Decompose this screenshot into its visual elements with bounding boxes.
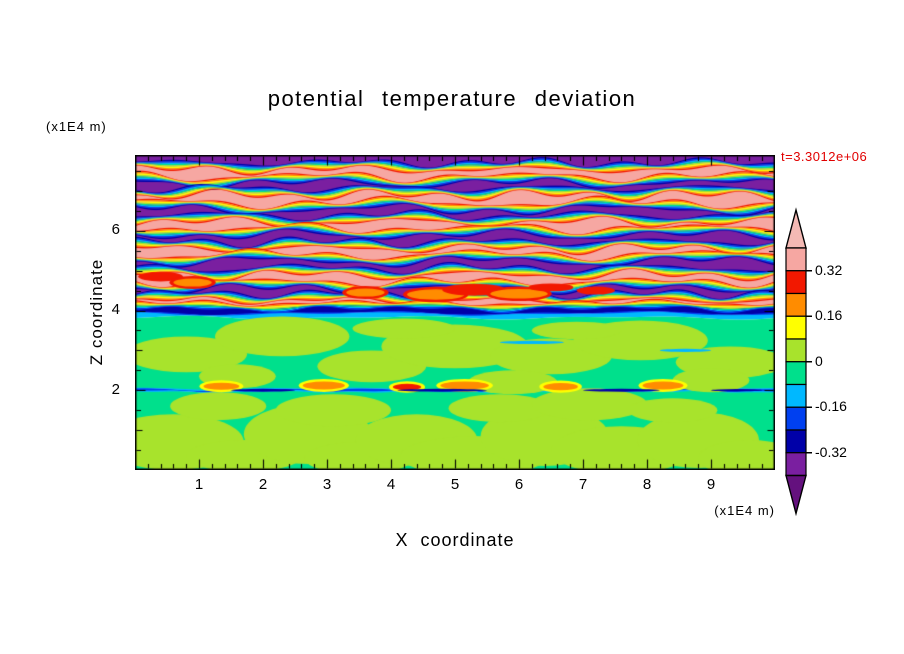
colorbar [785, 207, 812, 517]
x-axis-unit-label: (x1E4 m) [714, 503, 775, 518]
x-tick-label-5: 5 [450, 476, 460, 493]
x-axis-title: X coordinate [395, 530, 515, 550]
z-tick-label-2: 2 [111, 381, 120, 398]
colorbar-tick-label-neg0.32: -0.32 [815, 444, 847, 460]
x-tick-label-2: 2 [258, 476, 268, 493]
page-title: potential temperature deviation [267, 86, 637, 111]
z-tick-label-4: 4 [111, 301, 120, 318]
colorbar-tick-label-0.16: 0.16 [815, 307, 843, 323]
x-tick-label-6: 6 [514, 476, 524, 493]
x-tick-label-8: 8 [642, 476, 652, 493]
z-axis-unit-label: (x1E4 m) [46, 119, 107, 134]
x-tick-label-7: 7 [578, 476, 588, 493]
contour-plot [135, 155, 775, 470]
x-tick-label-1: 1 [194, 476, 204, 493]
x-tick-label-4: 4 [386, 476, 396, 493]
time-annotation: t=3.3012e+06 [781, 149, 868, 164]
z-tick-label-6: 6 [111, 221, 120, 238]
colorbar-tick-label-0: 0 [815, 353, 823, 369]
x-tick-label-9: 9 [706, 476, 716, 493]
x-tick-label-3: 3 [322, 476, 332, 493]
colorbar-tick-label-neg0.16: -0.16 [815, 398, 847, 414]
colorbar-tick-label-0.32: 0.32 [815, 262, 843, 278]
